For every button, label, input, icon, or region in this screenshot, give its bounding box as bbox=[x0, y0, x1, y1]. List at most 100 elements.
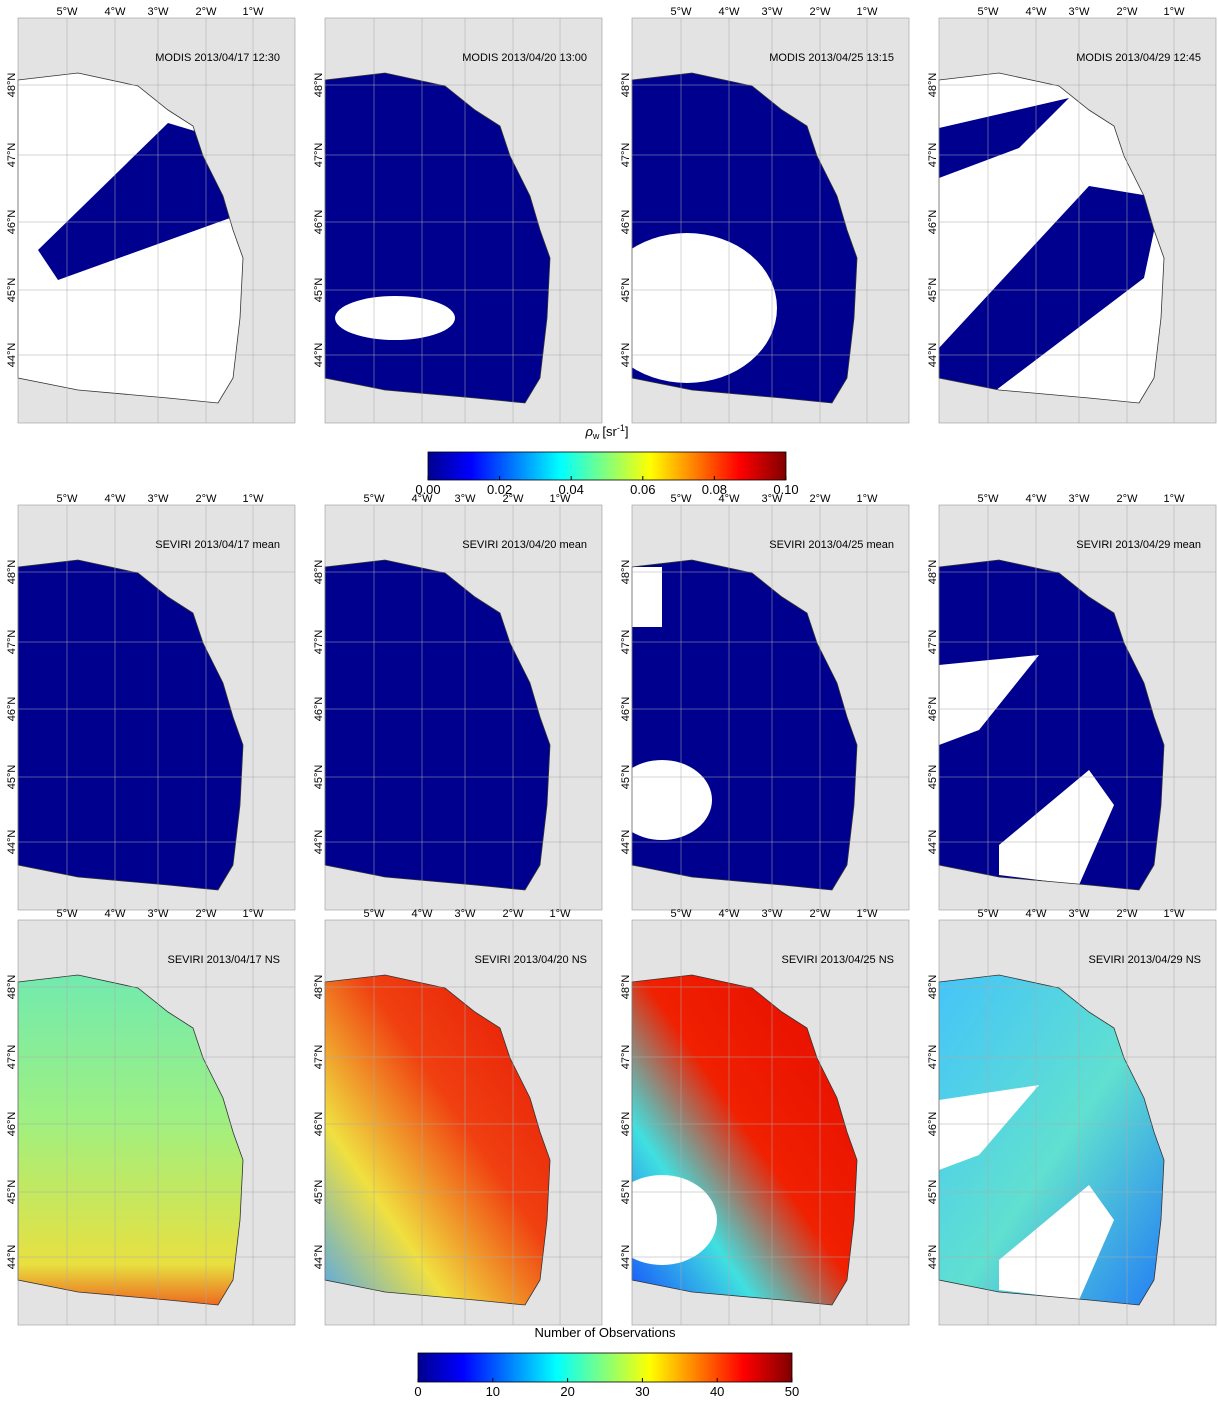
latitude-label: 47°N bbox=[6, 1045, 18, 1070]
panel-title: SEVIRI 2013/04/20 NS bbox=[474, 954, 587, 966]
longitude-label: 2°W bbox=[1117, 6, 1139, 18]
longitude-label: 2°W bbox=[196, 908, 218, 920]
latitude-label: 45°N bbox=[927, 1180, 939, 1205]
longitude-label: 5°W bbox=[978, 493, 1000, 505]
latitude-label: 45°N bbox=[620, 1180, 632, 1205]
colorbar-tick-label: 0.06 bbox=[630, 482, 655, 497]
colorbar-label: Number of Observations bbox=[535, 1325, 676, 1340]
latitude-label: 47°N bbox=[6, 630, 18, 655]
longitude-label: 3°W bbox=[148, 6, 170, 18]
latitude-label: 45°N bbox=[6, 765, 18, 790]
map-panel: SEVIRI 2013/04/17 mean5°W4°W3°W2°W1°W48°… bbox=[6, 493, 295, 910]
latitude-label: 44°N bbox=[927, 1245, 939, 1270]
figure: MODIS 2013/04/17 12:30 5°W 4°W 3°W 2°W 1°W 48°… bbox=[0, 0, 1218, 1403]
longitude-label: 2°W bbox=[196, 6, 218, 18]
longitude-label: 5°W bbox=[671, 908, 693, 920]
longitude-label: 5°W bbox=[364, 908, 386, 920]
latitude-label: 46°N bbox=[927, 210, 939, 235]
latitude-label: 45°N bbox=[6, 278, 18, 303]
latitude-label: 44°N bbox=[6, 1245, 18, 1270]
longitude-label: 3°W bbox=[148, 493, 170, 505]
longitude-label: 5°W bbox=[978, 6, 1000, 18]
latitude-label: 47°N bbox=[313, 1045, 325, 1070]
longitude-label: 1°W bbox=[857, 908, 879, 920]
latitude-label: 48°N bbox=[313, 73, 325, 98]
colorbar-tick-label: 0.04 bbox=[559, 482, 584, 497]
longitude-label: 5°W bbox=[57, 493, 79, 505]
longitude-label: 3°W bbox=[1069, 908, 1091, 920]
latitude-label: 45°N bbox=[313, 278, 325, 303]
latitude-label: 48°N bbox=[620, 975, 632, 1000]
longitude-label: 2°W bbox=[196, 493, 218, 505]
latitude-label: 48°N bbox=[6, 560, 18, 585]
longitude-label: 3°W bbox=[1069, 493, 1091, 505]
latitude-label: 44°N bbox=[313, 830, 325, 855]
colorbar-tick-label: 0.00 bbox=[415, 482, 440, 497]
latitude-label: 44°N bbox=[313, 1245, 325, 1270]
latitude-label: 48°N bbox=[620, 560, 632, 585]
longitude-label: 1°W bbox=[857, 6, 879, 18]
unit-exponent: -1 bbox=[617, 423, 625, 433]
longitude-label: 2°W bbox=[810, 493, 832, 505]
latitude-label: 46°N bbox=[620, 697, 632, 722]
panel-title: SEVIRI 2013/04/20 mean bbox=[462, 539, 587, 551]
colorbar-tick-label: 20 bbox=[560, 1384, 574, 1399]
colorbar-gradient bbox=[418, 1353, 792, 1382]
panel-title: MODIS 2013/04/20 13:00 bbox=[462, 52, 587, 64]
longitude-label: 1°W bbox=[243, 6, 265, 18]
longitude-label: 3°W bbox=[455, 908, 477, 920]
longitude-label: 4°W bbox=[412, 908, 434, 920]
latitude-label: 46°N bbox=[6, 1112, 18, 1137]
latitude-label: 45°N bbox=[313, 1180, 325, 1205]
longitude-label: 2°W bbox=[810, 6, 832, 18]
longitude-label: 1°W bbox=[243, 493, 265, 505]
latitude-label: 47°N bbox=[620, 630, 632, 655]
colorbar-tick-label: 0.02 bbox=[487, 482, 512, 497]
latitude-label: 47°N bbox=[927, 1045, 939, 1070]
longitude-label: 1°W bbox=[1164, 493, 1186, 505]
latitude-label: 47°N bbox=[620, 1045, 632, 1070]
panel-title: SEVIRI 2013/04/17 NS bbox=[167, 954, 280, 966]
latitude-label: 48°N bbox=[313, 975, 325, 1000]
latitude-label: 48°N bbox=[927, 73, 939, 98]
panel-title: MODIS 2013/04/25 13:15 bbox=[769, 52, 894, 64]
longitude-label: 2°W bbox=[1117, 908, 1139, 920]
longitude-label: 1°W bbox=[550, 908, 572, 920]
latitude-label: 48°N bbox=[313, 560, 325, 585]
panel-title: SEVIRI 2013/04/29 mean bbox=[1076, 539, 1201, 551]
latitude-label: 44°N bbox=[927, 830, 939, 855]
colorbar-tick-label: 0.10 bbox=[773, 482, 798, 497]
latitude-label: 47°N bbox=[927, 630, 939, 655]
latitude-label: 44°N bbox=[313, 343, 325, 368]
latitude-label: 45°N bbox=[620, 278, 632, 303]
latitude-label: 48°N bbox=[6, 73, 18, 98]
map-panel: SEVIRI 2013/04/25 mean5°W4°W3°W2°W1°W48°… bbox=[612, 493, 909, 910]
latitude-label: 45°N bbox=[927, 278, 939, 303]
panel-title: MODIS 2013/04/29 12:45 bbox=[1076, 52, 1201, 64]
latitude-label: 45°N bbox=[620, 765, 632, 790]
longitude-label: 5°W bbox=[671, 493, 693, 505]
longitude-label: 3°W bbox=[762, 6, 784, 18]
latitude-label: 46°N bbox=[313, 210, 325, 235]
latitude-label: 46°N bbox=[620, 210, 632, 235]
colorbar-tick-label: 50 bbox=[785, 1384, 799, 1399]
latitude-label: 44°N bbox=[620, 1245, 632, 1270]
longitude-label: 2°W bbox=[503, 908, 525, 920]
latitude-label: 47°N bbox=[313, 630, 325, 655]
latitude-label: 46°N bbox=[6, 697, 18, 722]
latitude-label: 46°N bbox=[620, 1112, 632, 1137]
longitude-label: 2°W bbox=[810, 908, 832, 920]
panel-title: SEVIRI 2013/04/29 NS bbox=[1088, 954, 1201, 966]
colorbar-gradient bbox=[428, 452, 786, 480]
latitude-label: 46°N bbox=[927, 1112, 939, 1137]
colorbar: Number of Observations01020304050 bbox=[414, 1325, 799, 1399]
panel-title: MODIS 2013/04/17 12:30 bbox=[155, 52, 280, 64]
colorbar-tick-label: 10 bbox=[486, 1384, 500, 1399]
colorbar-tick-label: 0 bbox=[414, 1384, 421, 1399]
